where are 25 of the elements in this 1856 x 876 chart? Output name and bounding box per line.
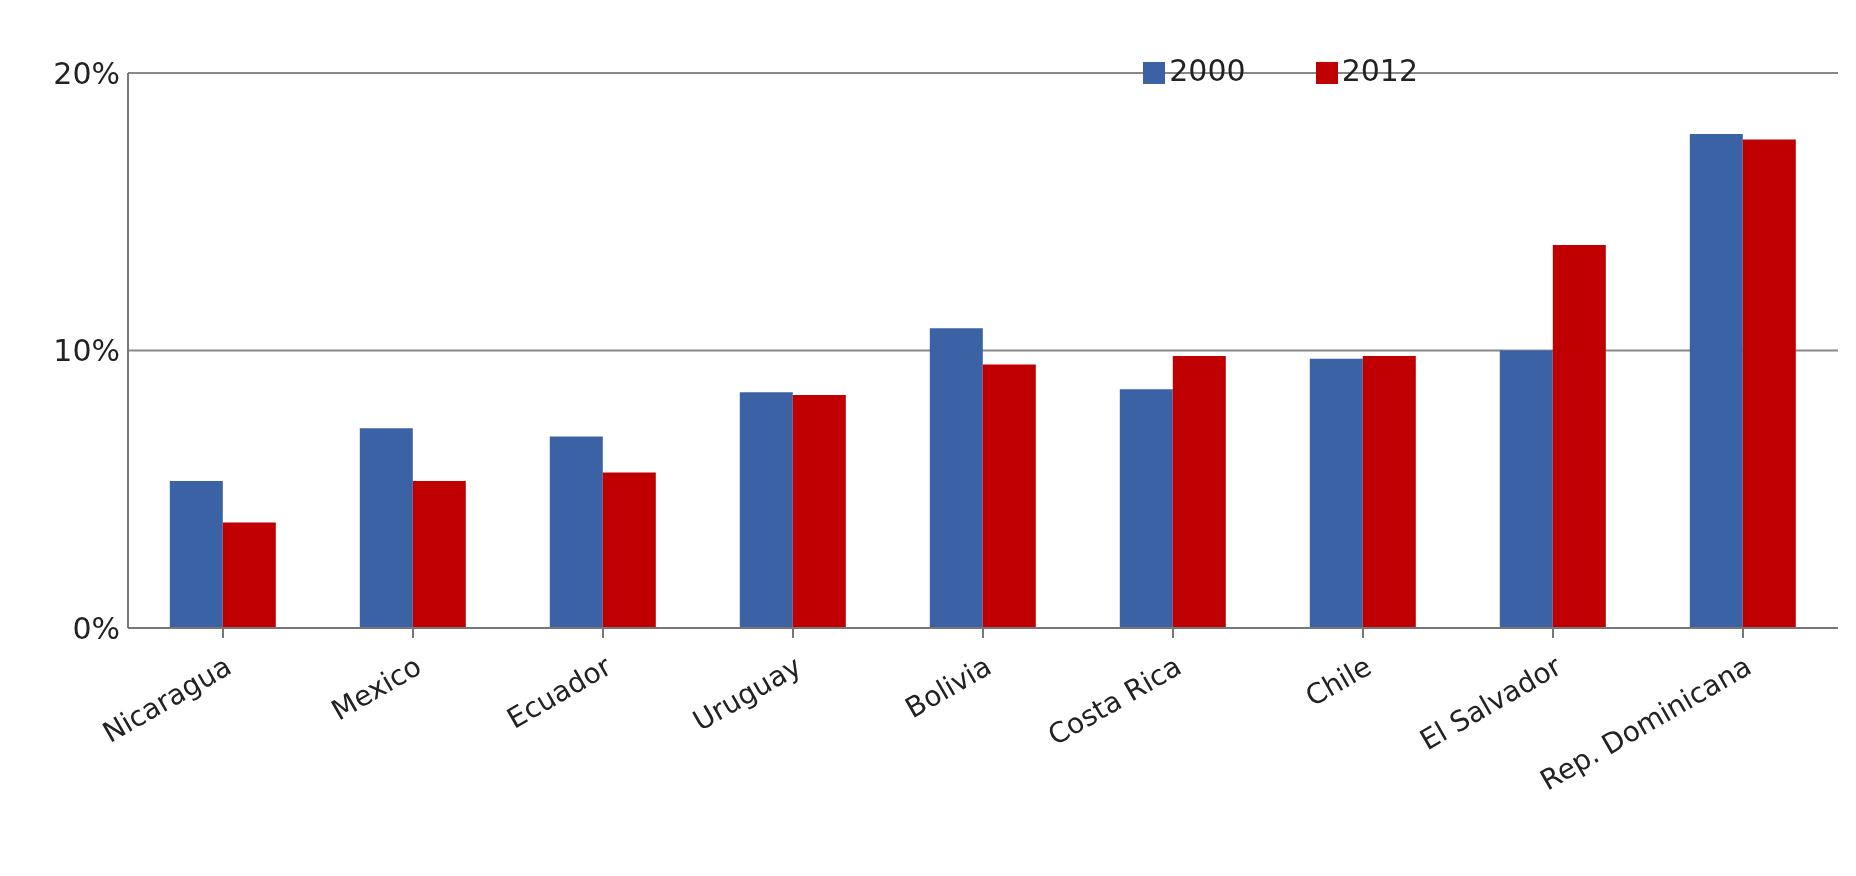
y-tick-label: 10%: [53, 333, 120, 369]
legend-label: 2012: [1341, 53, 1418, 88]
bar: [982, 364, 1036, 628]
bar: [1689, 134, 1743, 628]
bar: [602, 472, 656, 628]
bar: [739, 392, 793, 628]
bar: [1119, 389, 1173, 628]
x-tick-label: Chile: [1299, 649, 1377, 714]
bar: [412, 480, 466, 628]
bar: [1742, 139, 1796, 628]
y-tick-label: 0%: [72, 610, 120, 646]
bar: [929, 328, 983, 628]
bar: [549, 436, 603, 628]
bar: [222, 522, 276, 628]
bar: [169, 480, 223, 628]
bar: [1552, 245, 1606, 628]
legend-label: 2000: [1169, 53, 1246, 88]
bar: [792, 394, 846, 628]
x-tick-label: Costa Rica: [1042, 649, 1187, 753]
bar: [1362, 356, 1416, 628]
bar: [359, 428, 413, 628]
y-tick-label: 20%: [53, 55, 120, 91]
bar: [1172, 356, 1226, 628]
bar: [1499, 350, 1553, 628]
bar: [1309, 358, 1363, 628]
